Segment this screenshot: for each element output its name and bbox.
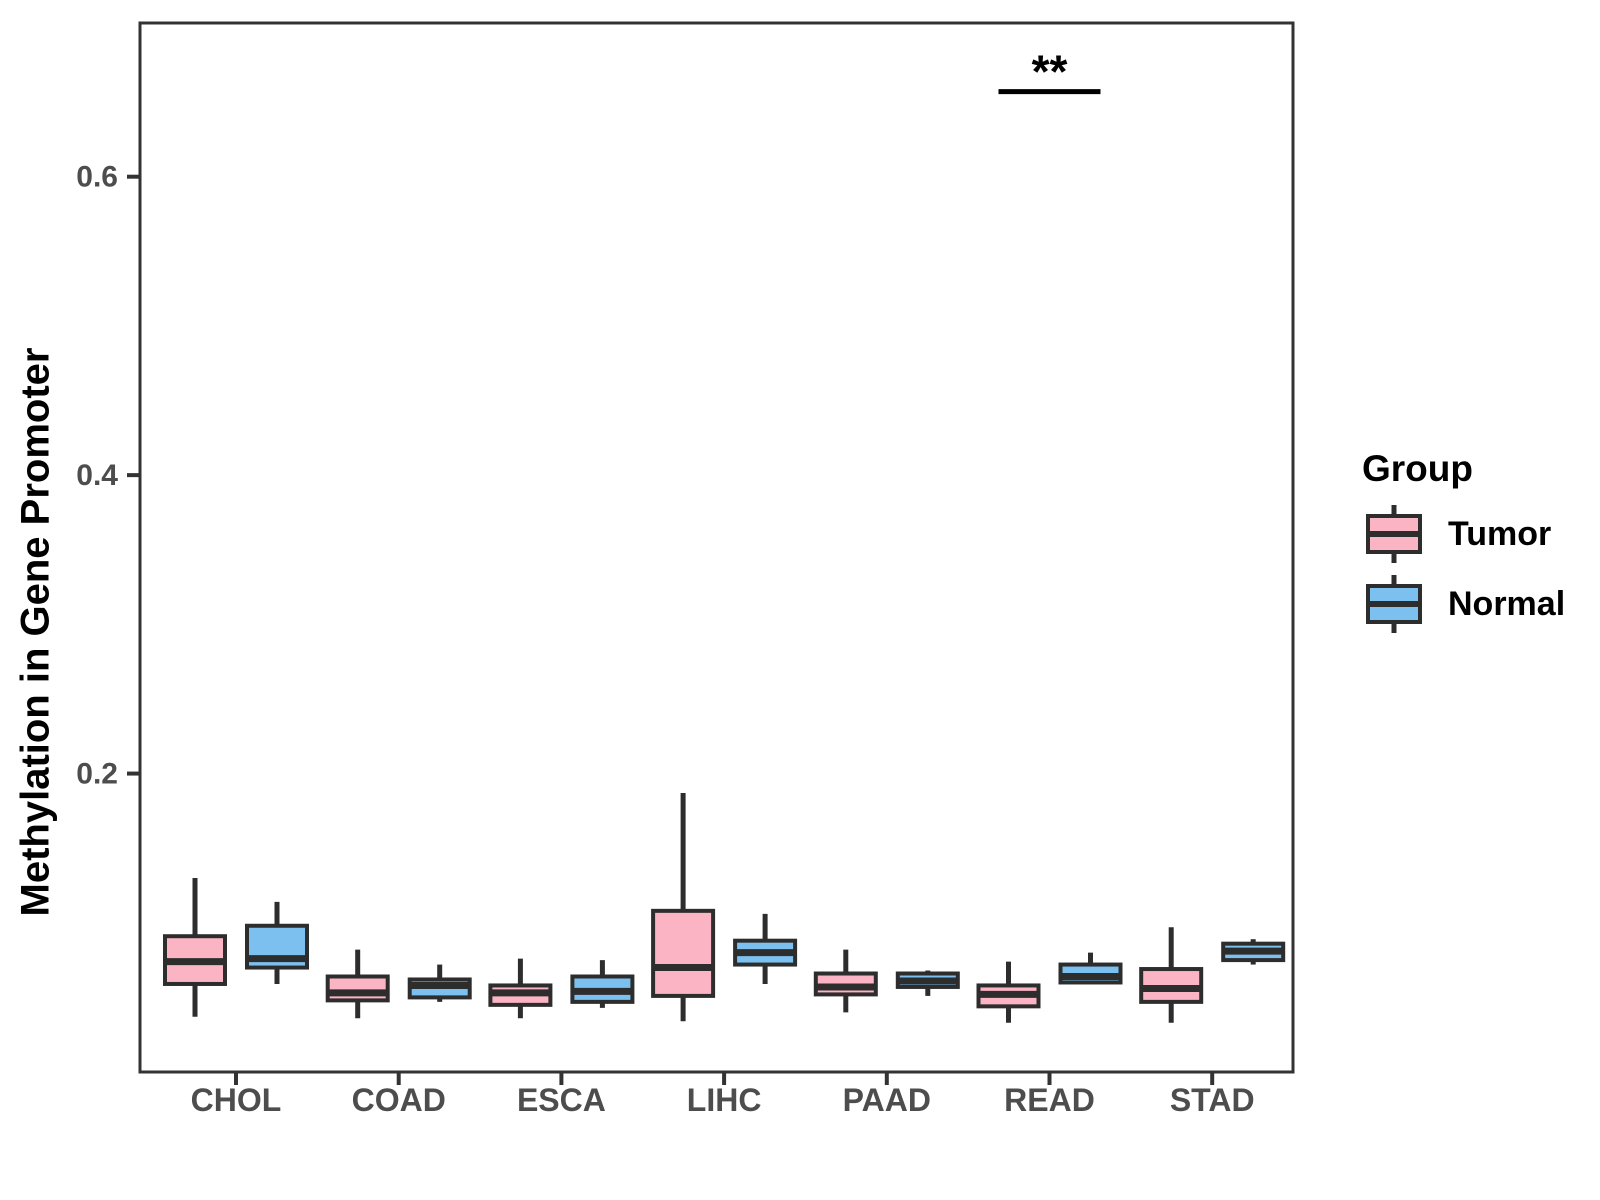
- x-tick-label-ESCA: ESCA: [517, 1082, 606, 1118]
- boxplot-key-icon: [1366, 575, 1422, 633]
- y-axis-title: Methylation in Gene Promoter: [13, 347, 58, 917]
- x-tick-label-STAD: STAD: [1170, 1082, 1255, 1118]
- legend-label-normal: Normal: [1448, 585, 1566, 623]
- boxplot-key-icon: [1366, 505, 1422, 563]
- x-tick-label-READ: READ: [1004, 1082, 1095, 1118]
- x-tick-label-LIHC: LIHC: [687, 1082, 762, 1118]
- legend: Group Tumor Normal: [1362, 448, 1565, 634]
- legend-title: Group: [1362, 448, 1473, 489]
- box-tumor-COAD: [325, 974, 390, 1003]
- legend-entry-normal: Normal: [1362, 574, 1565, 634]
- y-tick-label: 0.6: [76, 161, 118, 194]
- y-tick-label: 0.4: [76, 459, 118, 492]
- x-tick-label-PAAD: PAAD: [843, 1082, 931, 1118]
- y-tick-label: 0.2: [76, 758, 118, 791]
- legend-entry-tumor: Tumor: [1362, 504, 1565, 564]
- significance-stars: **: [1032, 46, 1068, 98]
- box-tumor-LIHC: [651, 908, 716, 998]
- x-tick-label-CHOL: CHOL: [191, 1082, 282, 1118]
- legend-label-tumor: Tumor: [1448, 515, 1552, 553]
- plot-panel: [138, 21, 1295, 1074]
- x-tick-label-COAD: COAD: [352, 1082, 446, 1118]
